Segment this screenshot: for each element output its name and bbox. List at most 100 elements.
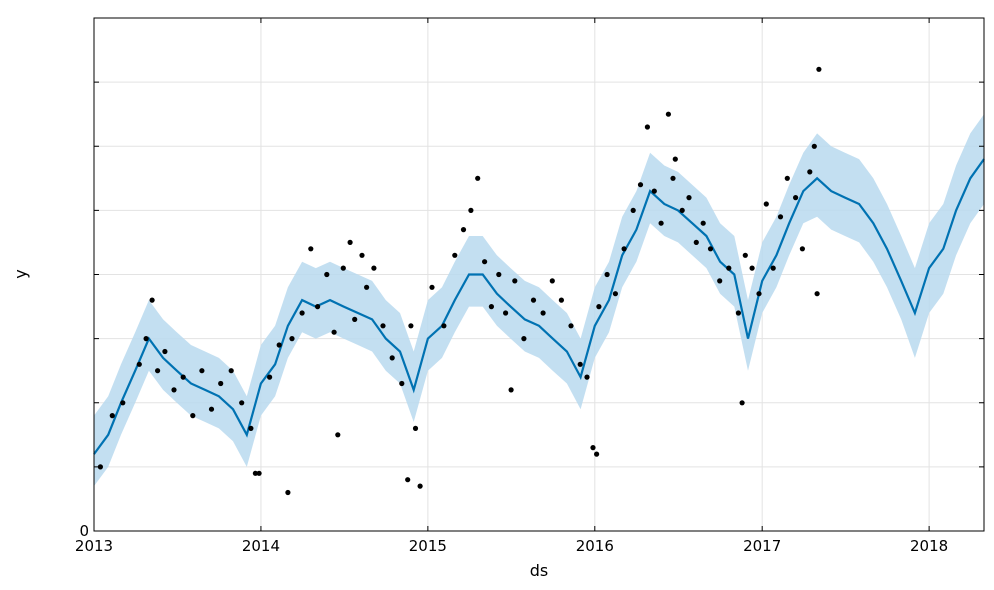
observed-point — [109, 413, 115, 419]
observed-point — [658, 220, 664, 226]
observed-point — [315, 304, 321, 310]
observed-point — [340, 265, 346, 271]
uncertainty-band — [94, 114, 984, 487]
observed-point — [496, 271, 502, 278]
observed-point — [162, 348, 168, 355]
observed-point — [644, 124, 651, 130]
observed-point — [417, 483, 423, 489]
observed-point — [577, 361, 583, 367]
observed-point — [324, 271, 330, 278]
observed-point — [670, 175, 676, 181]
observed-point — [799, 246, 806, 252]
x-tick-label: 2017 — [743, 537, 781, 555]
observed-point — [739, 400, 745, 406]
observed-point — [814, 291, 820, 297]
observed-point — [380, 323, 386, 329]
x-axis-label: ds — [530, 561, 549, 580]
observed-point — [521, 336, 527, 342]
observed-point — [239, 400, 245, 406]
observed-point — [621, 246, 627, 252]
forecast-line — [93, 158, 985, 455]
observed-point — [693, 239, 699, 245]
observed-point — [429, 284, 435, 290]
observed-point — [807, 169, 813, 175]
observed-point — [228, 368, 234, 374]
x-tick-label: 2014 — [242, 537, 280, 555]
observed-point — [596, 304, 602, 310]
observed-point — [742, 252, 748, 258]
observed-points — [97, 66, 822, 496]
observed-point — [811, 143, 817, 149]
observed-point — [171, 387, 177, 393]
x-tick-label: 2015 — [409, 537, 447, 555]
observed-point — [512, 278, 518, 284]
observed-point — [503, 310, 509, 316]
observed-point — [540, 310, 546, 316]
observed-point — [482, 259, 488, 265]
observed-point — [637, 182, 644, 188]
observed-point — [672, 156, 678, 162]
observed-point — [604, 271, 610, 278]
observed-point — [651, 188, 657, 194]
observed-point — [347, 239, 353, 245]
observed-point — [289, 336, 295, 342]
observed-point — [97, 464, 103, 470]
observed-point — [530, 297, 537, 303]
observed-point — [549, 278, 555, 284]
observed-point — [590, 445, 596, 451]
observed-point — [558, 297, 565, 303]
observed-point — [816, 66, 822, 72]
observed-point — [679, 207, 685, 213]
observed-point — [777, 214, 784, 220]
observed-point — [488, 304, 494, 310]
observed-point — [180, 374, 186, 380]
observed-point — [352, 316, 358, 322]
observed-point — [408, 323, 414, 329]
observed-point — [143, 336, 149, 342]
observed-point — [155, 368, 161, 374]
observed-point — [359, 252, 365, 258]
observed-point — [441, 323, 447, 329]
observed-point — [208, 406, 215, 412]
observed-point — [412, 425, 419, 431]
y-tick-label: 0 — [79, 522, 89, 540]
observed-point — [331, 329, 337, 335]
observed-point — [770, 265, 776, 271]
observed-point — [335, 432, 341, 438]
forecast-line-group — [93, 158, 985, 455]
observed-point — [707, 246, 714, 252]
observed-point — [199, 368, 205, 374]
observed-point — [299, 310, 305, 316]
observed-point — [136, 361, 142, 367]
observed-point — [149, 297, 155, 303]
uncertainty-band-area — [94, 114, 984, 487]
x-tick-label: 2016 — [576, 537, 614, 555]
observed-point — [399, 380, 405, 387]
observed-point — [190, 413, 196, 419]
observed-point — [584, 374, 590, 380]
observed-point — [276, 342, 282, 348]
observed-point — [120, 400, 126, 406]
observed-point — [717, 278, 723, 284]
observed-point — [756, 291, 762, 297]
observed-point — [686, 195, 692, 201]
observed-point — [364, 284, 370, 290]
x-tick-label: 2018 — [910, 537, 948, 555]
observed-point — [475, 175, 481, 181]
observed-point — [452, 252, 458, 258]
observed-point — [460, 227, 467, 233]
observed-point — [468, 207, 474, 213]
x-tick-label: 2013 — [75, 537, 113, 555]
observed-point — [248, 425, 254, 431]
observed-point — [218, 380, 224, 387]
observed-point — [508, 387, 514, 393]
observed-point — [256, 470, 262, 476]
observed-point — [371, 265, 377, 271]
observed-point — [285, 489, 291, 496]
observed-point — [252, 470, 258, 476]
observed-point — [594, 451, 600, 457]
observed-point — [405, 477, 411, 483]
observed-point — [665, 111, 672, 117]
